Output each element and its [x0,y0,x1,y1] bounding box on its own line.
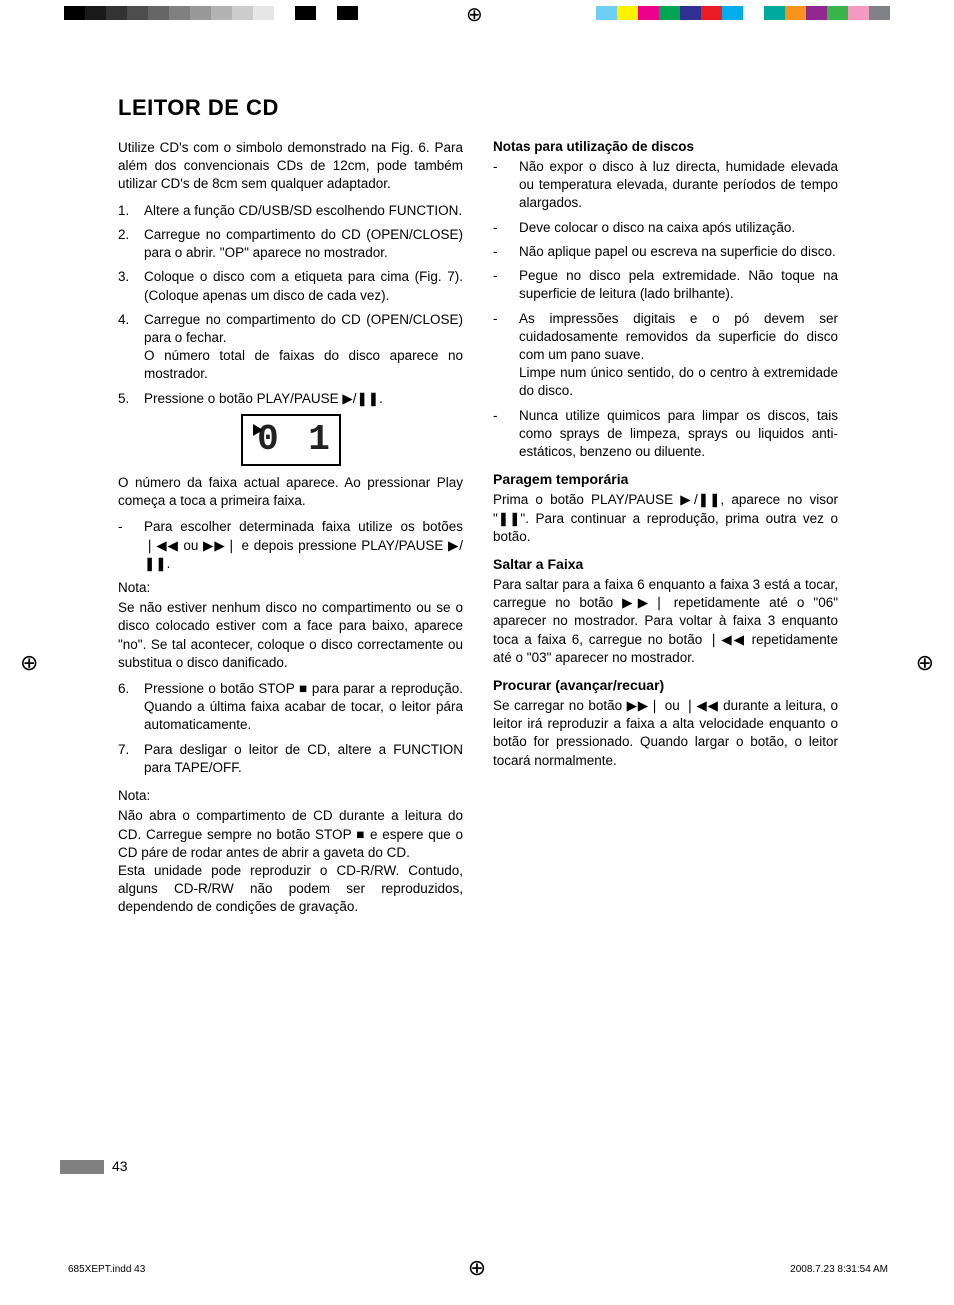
swatch [106,6,127,20]
page-number-bar [60,1160,104,1174]
swatch [295,6,316,20]
list-item: 4.Carregue no compartimento do CD (OPEN/… [118,311,463,384]
swatch [638,6,659,20]
page-number-block: 43 [60,1158,128,1174]
swatch [764,6,785,20]
registration-mark-icon: ⊕ [20,650,38,676]
page-title: LEITOR DE CD [118,95,838,121]
swatch [869,6,890,20]
after-display-paragraph: O número da faixa actual aparece. Ao pre… [118,474,463,510]
swatch [232,6,253,20]
section-heading: Saltar a Faixa [493,556,838,572]
swatch [316,6,337,20]
lcd-display-illustration: 0 1 [241,414,341,466]
swatch [722,6,743,20]
swatch [253,6,274,20]
list-item: -Deve colocar o disco na caixa após util… [493,219,838,237]
grayscale-swatch-bar [64,6,379,20]
swatch [169,6,190,20]
swatch [659,6,680,20]
section-heading: Procurar (avançar/recuar) [493,677,838,693]
list-item: 2.Carregue no compartimento do CD (OPEN/… [118,226,463,262]
registration-mark-icon: ⊕ [916,650,934,676]
swatch [358,6,379,20]
list-item: -As impressões digitais e o pó devem ser… [493,310,838,401]
list-item: -Para escolher determinada faixa utilize… [118,518,463,573]
swatch [701,6,722,20]
color-swatch-bar [596,6,890,20]
list-item: -Nunca utilize quimicos para limpar os d… [493,407,838,462]
section-paragraph: Prima o botão PLAY/PAUSE ▶/❚❚, aparece n… [493,491,838,546]
right-column: Notas para utilização de discos -Não exp… [493,139,838,925]
list-item: 6.Pressione o botão STOP ■ para parar a … [118,680,463,735]
list-item: 1.Altere a função CD/USB/SD escolhendo F… [118,202,463,220]
list-item: -Não aplique papel ou escreva na superfi… [493,243,838,261]
swatch [337,6,358,20]
swatch [827,6,848,20]
page-number: 43 [112,1158,128,1174]
left-column: Utilize CD's com o simbolo demonstrado n… [118,139,463,925]
notas-list: -Não expor o disco à luz directa, humida… [493,158,838,461]
dash-list: -Para escolher determinada faixa utilize… [118,518,463,573]
intro-paragraph: Utilize CD's com o simbolo demonstrado n… [118,139,463,194]
nota-label: Nota: [118,787,463,805]
list-item: -Não expor o disco à luz directa, humida… [493,158,838,213]
steps-list-2: 6.Pressione o botão STOP ■ para parar a … [118,680,463,777]
swatch [127,6,148,20]
swatch [85,6,106,20]
swatch [190,6,211,20]
list-item: 5.Pressione o botão PLAY/PAUSE ▶/❚❚. [118,390,463,408]
swatch [680,6,701,20]
registration-mark-icon: ⊕ [466,2,483,27]
swatch [274,6,295,20]
printer-marks-top: ⊕ [0,0,954,24]
steps-list-1: 1.Altere a função CD/USB/SD escolhendo F… [118,202,463,408]
swatch [806,6,827,20]
section-paragraph: Para saltar para a faixa 6 enquanto a fa… [493,576,838,667]
swatch [848,6,869,20]
footer-filename: 685XEPT.indd 43 [68,1264,145,1275]
list-item: 3.Coloque o disco com a etiqueta para ci… [118,268,463,304]
notas-heading: Notas para utilização de discos [493,139,838,154]
footer-timestamp: 2008.7.23 8:31:54 AM [790,1264,888,1275]
section-heading: Paragem temporária [493,471,838,487]
swatch [617,6,638,20]
nota-paragraph-2: Não abra o compartimento de CD durante a… [118,807,463,916]
list-item: -Pegue no disco pela extremidade. Não to… [493,267,838,303]
swatch [211,6,232,20]
swatch [64,6,85,20]
list-item: 7.Para desligar o leitor de CD, altere a… [118,741,463,777]
swatch [148,6,169,20]
swatch [596,6,617,20]
section-paragraph: Se carregar no botão ▶▶❘ ou ❘◀◀ durante … [493,697,838,770]
swatch [785,6,806,20]
nota-label: Nota: [118,579,463,597]
page-body: LEITOR DE CD Utilize CD's com o simbolo … [118,95,838,925]
play-icon [253,424,263,436]
registration-mark-icon: ⊕ [468,1255,486,1281]
nota-paragraph-1: Se não estiver nenhum disco no compartim… [118,599,463,672]
swatch [743,6,764,20]
